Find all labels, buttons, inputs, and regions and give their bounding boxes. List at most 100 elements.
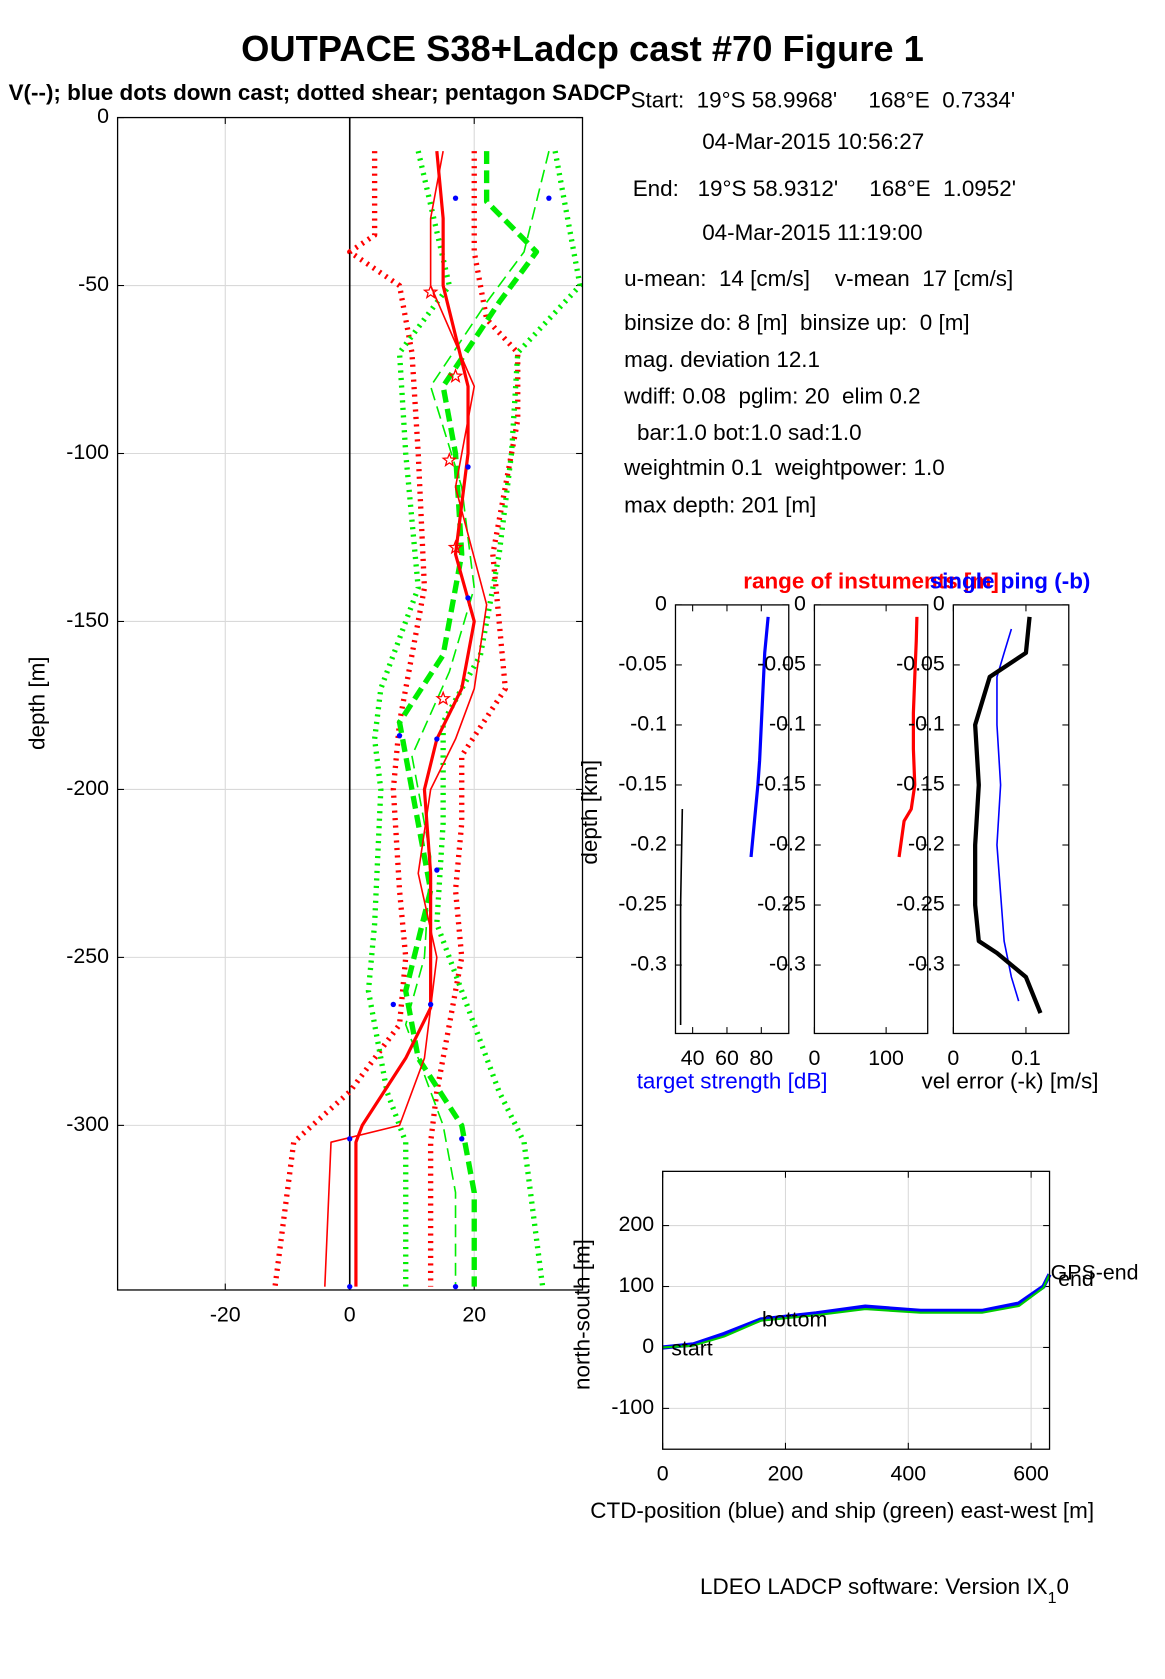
x-tick-label: 80 [749,1046,773,1070]
x-axis-label: target strength [dB] [637,1069,828,1094]
x-tick-label: 400 [890,1462,926,1486]
y-tick-label: -0.2 [908,832,945,856]
y-tick-label: -0.25 [618,892,667,916]
y-tick-label: -300 [66,1112,109,1136]
y-tick-label: -0.3 [769,952,806,976]
info-line: bar:1.0 bot:1.0 sad:1.0 [637,420,862,445]
data-point [396,733,403,739]
y-tick-label: -150 [66,608,109,632]
plot-area [814,604,928,1034]
axes-box [116,116,584,1291]
x-axis-label: CTD-position (blue) and ship (green) eas… [590,1498,1094,1523]
y-tick-label: 200 [618,1212,654,1236]
y-tick-label: 0 [933,592,945,616]
annotation: start [671,1336,713,1360]
annotation: GPS-end [1051,1261,1139,1285]
info-line: max depth: 201 [m] [624,493,816,518]
data-point [434,736,440,742]
data-line [662,1273,1052,1350]
data-line [679,809,684,1026]
data-point [465,464,471,470]
x-tick-label: 0 [947,1046,959,1070]
x-tick-label: 100 [868,1046,904,1070]
data-line [324,150,488,1287]
y-tick-label: -0.25 [896,892,945,916]
plot-area [675,604,789,1034]
y-tick-label: 0 [655,592,667,616]
data-line [404,150,550,1287]
y-axis-label: north-south [m] [569,1239,594,1390]
x-tick-label: 40 [681,1046,705,1070]
sadcp-marker [441,451,458,467]
figure-title: OUTPACE S38+Ladcp cast #70 Figure 1 [241,28,924,69]
x-tick-label: 600 [1013,1462,1049,1486]
x-tick-label: 20 [462,1302,486,1326]
y-tick-label: -0.1 [630,712,667,736]
y-tick-label: 0 [642,1334,654,1358]
data-line [973,616,1043,1014]
y-axis-label: depth [m] [24,656,49,750]
data-point [465,595,471,601]
data-point [427,1001,434,1008]
x-tick-label: 0 [344,1302,356,1326]
info-line: binsize do: 8 [m] binsize up: 0 [m] [624,310,969,335]
y-tick-label: -0.2 [769,832,806,856]
info-line: 04-Mar-2015 11:19:00 [702,220,922,245]
data-point [390,1001,396,1008]
x-tick-label: 200 [768,1462,804,1486]
x-tick-label: 0 [808,1046,820,1070]
y-tick-label: 0 [97,104,109,128]
y-tick-label: -0.1 [769,712,806,736]
data-point [434,867,440,873]
data-line [396,151,540,1287]
footer-end: 0 [1057,1574,1069,1599]
y-tick-label: 0 [794,592,806,616]
panel-title: single ping (-b) [930,568,1091,593]
x-tick-label: 0 [657,1462,669,1486]
y-tick-label: -250 [66,944,109,968]
figure-subtitle: V(--); blue dots down cast; dotted shear… [9,80,631,105]
data-point [452,1283,459,1290]
data-point [347,1136,353,1142]
y-axis-label: depth [km] [577,760,602,865]
y-tick-label: -0.05 [757,652,806,676]
y-tick-label: -0.15 [896,772,945,796]
data-point [546,195,552,201]
y-tick-label: -0.3 [630,952,667,976]
y-tick-label: -0.25 [757,892,806,916]
axes-box [952,604,1070,1035]
data-line [897,616,919,858]
axes: 0 100 0 -0.05 -0.1 -0.15 -0.2 -0.25 -0.3 range of… [743,568,999,1069]
footer-text: LDEO LADCP software: Version IX [700,1574,1048,1599]
y-tick-label: -0.3 [908,952,945,976]
y-tick-label: -100 [611,1395,654,1419]
x-tick-label: 60 [715,1046,739,1070]
y-tick-label: -0.05 [618,652,667,676]
y-tick-label: -100 [66,440,109,464]
x-tick-label: -20 [210,1302,241,1326]
x-axis-label: vel error (-k) [m/s] [921,1069,1098,1094]
y-tick-label: -0.2 [630,832,667,856]
y-tick-label: -0.05 [896,652,945,676]
y-tick-label: -0.15 [757,772,806,796]
y-tick-label: 100 [618,1273,654,1297]
data-line [272,151,428,1288]
data-line [749,616,770,858]
data-line [662,1273,1051,1349]
y-tick-label: -0.1 [908,712,945,736]
panel-title: range of instuments [m] [743,568,999,593]
info-line: End: 19°S 58.9312' 168°E 1.0952' [633,176,1016,201]
axes-box [813,604,929,1035]
data-point [459,1136,465,1142]
info-line: u-mean: 14 [cm/s] v-mean 17 [cm/s] [624,266,1013,291]
sadcp-marker [422,283,439,299]
y-tick-label: -50 [78,272,109,296]
annotation: bottom [762,1308,827,1332]
y-tick-label: -0.15 [618,772,667,796]
info-line: 04-Mar-2015 10:56:27 [702,129,924,154]
info-line: mag. deviation 12.1 [624,347,820,372]
info-line: weightmin 0.1 weightpower: 1.0 [623,455,945,480]
